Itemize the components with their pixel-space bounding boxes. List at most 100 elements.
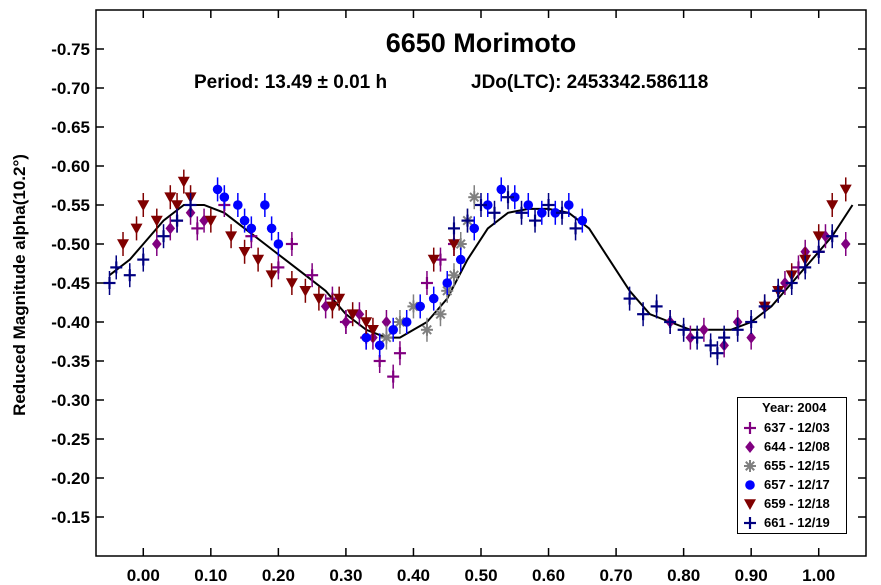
data-point [326, 301, 339, 313]
y-tick-label: -0.50 [51, 235, 90, 254]
data-point [488, 206, 501, 219]
data-point [150, 215, 163, 227]
data-point [360, 317, 373, 328]
diamond-marker-icon [745, 440, 755, 453]
legend-entry: 659 - 12/18 [742, 494, 830, 513]
y-tick-label: -0.35 [51, 352, 90, 371]
legend-marker [745, 479, 755, 490]
data-point [312, 293, 325, 305]
data-point [103, 277, 116, 289]
data-point [496, 184, 507, 195]
data-point [393, 347, 406, 360]
x-tick-label: 0.30 [329, 566, 362, 585]
data-point [320, 300, 331, 313]
x-tick-label: 0.60 [532, 566, 565, 585]
data-point [415, 301, 426, 312]
data-point [637, 308, 650, 321]
data-point [704, 339, 717, 352]
y-tick-label: -0.70 [51, 79, 90, 98]
data-point [758, 300, 771, 313]
legend-label: 661 - 12/19 [764, 515, 830, 530]
legend-entry: 637 - 12/03 [742, 418, 830, 437]
data-point [299, 286, 312, 297]
data-point [366, 325, 379, 336]
x-tick-label: 1.00 [802, 566, 835, 585]
data-point [333, 293, 346, 305]
chart-title: 6650 Morimoto [385, 28, 577, 58]
data-point [691, 331, 704, 344]
data-point [442, 278, 453, 288]
data-point [536, 208, 547, 218]
data-point [233, 200, 243, 210]
data-point [718, 331, 731, 344]
x-tick-label: 0.20 [262, 566, 295, 585]
data-point [361, 332, 371, 343]
legend-entry: 644 - 12/08 [742, 437, 830, 456]
data-point [711, 347, 724, 360]
data-point [239, 215, 250, 226]
data-point [219, 192, 230, 202]
y-tick-label: -0.65 [51, 118, 90, 137]
data-point [434, 308, 447, 321]
data-point [238, 247, 251, 258]
asterisk-marker-icon [744, 459, 756, 472]
data-point [785, 277, 798, 289]
plus-marker-icon [744, 421, 756, 434]
x-tick-label: 0.40 [397, 566, 430, 585]
data-point [401, 317, 412, 327]
data-point [393, 316, 406, 328]
y-tick-label: -0.40 [51, 313, 90, 332]
period-label: Period: 13.49 ± 0.01 h [194, 72, 388, 93]
data-point [272, 261, 285, 274]
x-tick-label: 0.50 [464, 566, 497, 585]
legend-marker [744, 516, 756, 529]
data-point [199, 214, 209, 227]
data-point [699, 323, 709, 336]
data-point [623, 292, 636, 305]
legend-marker [744, 459, 756, 472]
data-point [380, 331, 393, 344]
legend-label: 657 - 12/17 [764, 477, 830, 492]
legend-entry: 657 - 12/17 [742, 475, 830, 494]
data-point [130, 223, 143, 235]
legend-entry: 655 - 12/15 [742, 456, 830, 475]
data-point [137, 200, 150, 211]
data-point [542, 199, 555, 211]
data-point [117, 239, 130, 250]
data-point [469, 223, 480, 234]
data-point [569, 222, 582, 235]
y-tick-label: -0.60 [51, 157, 90, 176]
data-point [455, 254, 466, 265]
x-tick-label: 0.70 [600, 566, 633, 585]
legend-title: Year: 2004 [762, 400, 827, 415]
data-point [306, 269, 319, 282]
y-tick-label: -0.20 [51, 469, 90, 488]
y-tick-label: -0.75 [51, 40, 90, 59]
data-point [164, 192, 177, 204]
data-point [468, 191, 481, 204]
data-point [374, 340, 385, 351]
epoch-label: JDo(LTC): 2453342.586118 [471, 72, 709, 93]
x-tick-label: 0.80 [667, 566, 700, 585]
y-tick-label: -0.45 [51, 274, 90, 293]
x-tick-label: 0.10 [194, 566, 227, 585]
legend-entry: 661 - 12/19 [742, 513, 830, 532]
y-tick-label: -0.25 [51, 430, 90, 449]
data-point [650, 300, 663, 313]
data-point [428, 293, 439, 304]
circle-marker-icon [745, 479, 755, 490]
data-point [110, 261, 123, 274]
data-point [212, 184, 223, 195]
data-point [812, 245, 825, 258]
data-point [246, 223, 257, 234]
data-point [123, 269, 136, 282]
data-point [346, 309, 359, 321]
data-point [812, 231, 825, 243]
legend-marker [744, 498, 756, 510]
data-point [381, 316, 392, 328]
data-point [285, 278, 298, 289]
data-point [839, 184, 852, 196]
data-point [746, 331, 756, 344]
data-point [685, 331, 696, 344]
data-point [515, 206, 528, 219]
